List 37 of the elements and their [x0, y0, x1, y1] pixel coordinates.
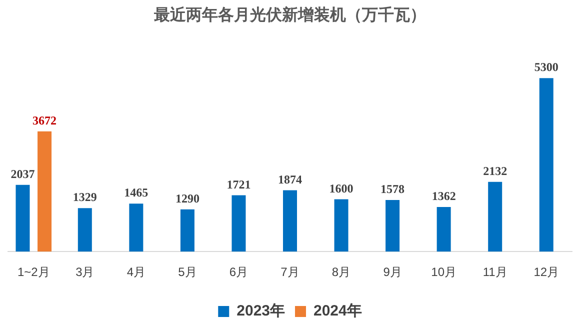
- bar: [488, 182, 502, 252]
- x-tick-label: 1~2月: [17, 265, 50, 280]
- bar: [180, 209, 194, 252]
- chart-title: 最近两年各月光伏新增装机（万千瓦）: [153, 6, 426, 24]
- x-tick-label: 9月: [383, 265, 402, 280]
- x-tick-label: 4月: [126, 265, 146, 280]
- bar: [232, 195, 246, 252]
- x-tick-label: 3月: [76, 265, 94, 280]
- data-label: 1329: [72, 190, 97, 204]
- bar: [334, 199, 348, 252]
- legend-label: 2023年: [236, 302, 286, 320]
- legend-label: 2024年: [314, 302, 362, 320]
- data-label: 1874: [278, 172, 302, 186]
- data-label: 2132: [483, 164, 508, 178]
- x-tick-label: 7月: [280, 265, 300, 280]
- bar: [78, 208, 92, 252]
- data-label: 3672: [32, 113, 57, 128]
- bar: [283, 190, 297, 252]
- bar: [38, 131, 52, 252]
- data-label: 5300: [534, 60, 558, 74]
- data-label: 1362: [432, 189, 456, 204]
- x-tick-label: 12月: [534, 265, 560, 280]
- data-label: 1721: [226, 177, 251, 192]
- x-tick-label: 5月: [178, 265, 197, 280]
- x-tick-label: 11月: [482, 265, 508, 280]
- bar: [539, 78, 554, 252]
- data-label: 1600: [329, 181, 354, 196]
- data-label: 1290: [175, 191, 200, 206]
- bar: [436, 207, 451, 252]
- data-label: 2037: [10, 167, 35, 182]
- x-tick-label: 8月: [332, 265, 351, 280]
- bar: [129, 204, 144, 252]
- x-tick-label: 6月: [229, 265, 248, 280]
- data-label: 1465: [124, 186, 148, 200]
- data-label: 1578: [380, 182, 405, 196]
- x-tick-label: 10月: [431, 265, 456, 280]
- bar: [386, 200, 400, 252]
